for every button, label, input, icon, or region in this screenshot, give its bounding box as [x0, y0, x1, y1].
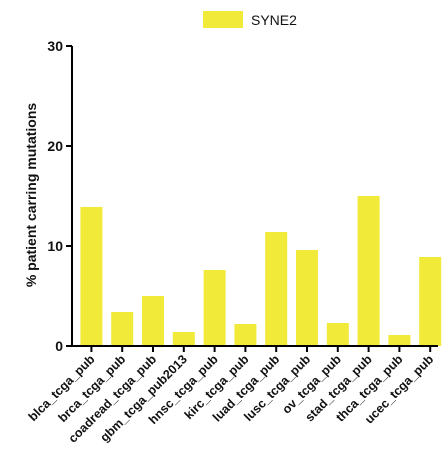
bar-hnsc-tcga-pub	[203, 270, 226, 346]
y-tick-label: 30	[47, 38, 63, 54]
bar-luad-tcga-pub	[265, 232, 288, 346]
bar-coadread-tcga-pub	[142, 296, 164, 346]
bar-thca-tcga-pub	[388, 335, 411, 346]
legend-label-syne2: SYNE2	[251, 12, 297, 28]
bar-lusc-tcga-pub	[296, 250, 318, 346]
y-ticks: 0 10 20 30	[47, 38, 72, 354]
axes	[71, 46, 438, 347]
bar-blca-tcga-pub	[80, 207, 103, 346]
bars	[80, 196, 442, 346]
bar-gbm-tcga-pub2013	[172, 332, 195, 346]
bar-kirc-tcga-pub	[234, 324, 257, 346]
bar-ov-tcga-pub	[326, 323, 349, 346]
legend-swatch-syne2	[203, 11, 243, 28]
y-tick-label: 0	[55, 338, 63, 354]
x-ticks: blca_tcga_pubbrca_tcga_pubcoadread_tcga_…	[26, 346, 437, 446]
bar-brca-tcga-pub	[111, 312, 134, 346]
bar-stad-tcga-pub	[357, 196, 380, 346]
y-axis-label: % patient carring mutations	[23, 103, 39, 288]
y-tick-label: 10	[47, 238, 63, 254]
legend: SYNE2	[203, 11, 297, 28]
bar-ucec-tcga-pub	[419, 257, 442, 346]
y-tick-label: 20	[47, 138, 63, 154]
